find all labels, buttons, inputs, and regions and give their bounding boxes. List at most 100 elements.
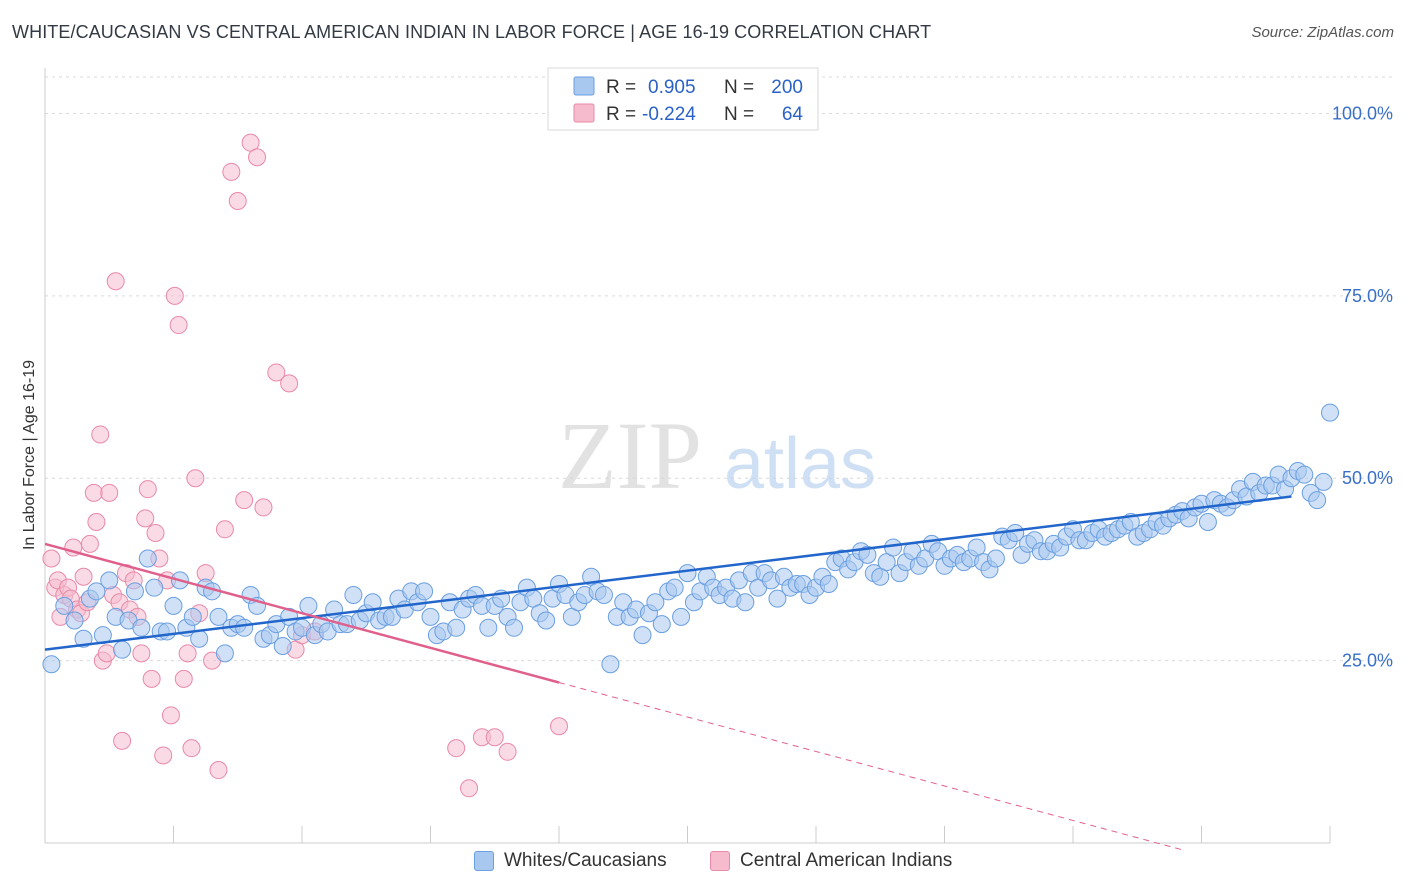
central-american-indian-point-36 <box>165 286 184 305</box>
legend-swatch-central-american-indians <box>710 851 730 871</box>
central-american-indian-point-63 <box>550 717 568 736</box>
legend-item-whites: Whites/Caucasians <box>474 850 667 872</box>
white-caucasian-point-195 <box>1308 491 1327 510</box>
legend-item-central-american-indians: Central American Indians <box>710 850 952 872</box>
white-caucasian-point-3 <box>74 629 93 648</box>
white-caucasian-point-61 <box>447 618 466 637</box>
legend-swatch-whites <box>474 851 494 871</box>
legend-n-label-pink: N = <box>724 104 754 125</box>
central-american-indian-point-39 <box>178 644 197 663</box>
white-caucasian-point-34 <box>273 637 292 656</box>
central-american-indian-point-62 <box>498 742 517 761</box>
white-caucasian-point-48 <box>363 593 382 612</box>
white-caucasian-point-56 <box>415 582 434 601</box>
legend-r-label-pink: R = <box>606 104 636 125</box>
white-caucasian-point-14 <box>145 578 164 597</box>
watermark-zip: ZIP <box>558 402 702 509</box>
white-caucasian-point-13 <box>138 549 157 568</box>
white-caucasian-point-84 <box>594 585 613 604</box>
central-american-indian-point-59 <box>460 779 479 798</box>
legend-n-label-blue: N = <box>724 77 754 98</box>
central-american-indian-point-45 <box>209 761 228 780</box>
white-caucasian-point-57 <box>421 607 440 626</box>
white-caucasian-point-95 <box>665 578 684 597</box>
legend-top: R = 0.905 N = 200 R = -0.224 N = 64 <box>547 67 819 131</box>
white-caucasian-point-96 <box>672 607 691 626</box>
legend-swatch-pink <box>573 103 595 123</box>
tick-labels: 25.0%50.0%75.0%100.0%0.0%100.0% <box>1332 103 1393 671</box>
white-caucasian-point-125 <box>858 545 877 564</box>
white-caucasian-point-1 <box>55 596 74 615</box>
y-tick-label-0: 25.0% <box>1342 651 1393 671</box>
central-american-indian-point-52 <box>254 498 273 517</box>
central-american-indian-point-53 <box>267 363 286 382</box>
white-caucasian-point-28 <box>235 618 254 637</box>
central-american-indian-trend-extension <box>558 682 1186 850</box>
white-caucasian-point-92 <box>646 593 665 612</box>
central-american-indian-point-10 <box>74 567 93 586</box>
chart-title: WHITE/CAUCASIAN VS CENTRAL AMERICAN INDI… <box>12 22 932 42</box>
white-caucasian-point-178 <box>1198 513 1217 532</box>
central-american-indian-point-14 <box>87 513 106 532</box>
white-caucasian-point-45 <box>344 585 363 604</box>
central-american-indian-point-20 <box>106 272 125 291</box>
white-caucasian-point-2 <box>65 611 84 630</box>
legend-n-value-blue: 200 <box>771 77 803 98</box>
white-caucasian-point-90 <box>633 626 652 645</box>
white-caucasian-point-75 <box>537 611 556 630</box>
white-caucasian-point-145 <box>986 549 1005 568</box>
central-american-indian-point-13 <box>84 483 103 502</box>
central-american-indian-point-40 <box>182 739 201 758</box>
central-american-indian-points <box>42 133 568 798</box>
central-american-indian-point-18 <box>100 483 119 502</box>
legend-swatch-blue <box>573 76 595 96</box>
legend-r-value-pink: -0.224 <box>642 104 696 125</box>
central-american-indian-point-15 <box>91 425 110 444</box>
white-caucasian-point-0 <box>42 655 61 674</box>
watermark-atlas: atlas <box>724 424 876 504</box>
legend-n-value-pink: 64 <box>782 104 804 125</box>
white-caucasian-point-7 <box>100 571 119 590</box>
central-american-indian-point-51 <box>248 148 267 167</box>
central-american-indian-point-28 <box>136 509 155 528</box>
white-caucasian-point-20 <box>183 607 202 626</box>
central-american-indian-point-49 <box>235 491 254 510</box>
central-american-indian-point-33 <box>154 746 173 765</box>
legend-r-value-blue: 0.905 <box>648 77 696 98</box>
central-american-indian-point-58 <box>447 739 466 758</box>
white-caucasian-point-70 <box>505 618 524 637</box>
axes <box>44 68 1331 844</box>
central-american-indian-point-54 <box>280 374 299 393</box>
white-caucasian-point-106 <box>736 593 755 612</box>
white-caucasian-point-66 <box>479 618 498 637</box>
white-caucasian-point-17 <box>164 596 183 615</box>
white-caucasian-point-196 <box>1314 472 1333 491</box>
central-american-indian-point-35 <box>161 706 180 725</box>
legend-label-whites: Whites/Caucasians <box>504 850 667 871</box>
watermark: ZIP atlas <box>558 402 876 509</box>
legend-bottom: Whites/Caucasians Central American India… <box>0 850 1406 880</box>
trend-lines <box>44 495 1292 850</box>
central-american-indian-trend-line <box>44 542 560 684</box>
central-american-indian-point-29 <box>138 480 157 499</box>
central-american-indian-point-47 <box>222 162 241 181</box>
y-axis-label: In Labor Force | Age 16-19 <box>21 360 38 550</box>
central-american-indian-point-0 <box>42 549 61 568</box>
white-caucasian-point-97 <box>678 564 697 583</box>
y-tick-label-3: 100.0% <box>1332 103 1393 123</box>
central-american-indian-point-27 <box>132 644 151 663</box>
white-caucasian-point-24 <box>209 607 228 626</box>
white-caucasian-point-93 <box>652 615 671 634</box>
central-american-indian-point-12 <box>80 534 99 553</box>
white-caucasian-point-38 <box>299 596 318 615</box>
central-american-indian-point-61 <box>485 728 504 747</box>
y-tick-label-1: 50.0% <box>1342 468 1393 488</box>
central-american-indian-point-48 <box>228 192 247 211</box>
white-caucasian-point-111 <box>768 589 787 608</box>
white-caucasian-points <box>42 403 1339 674</box>
white-caucasian-point-12 <box>132 618 151 637</box>
white-caucasian-point-16 <box>158 622 177 641</box>
legend-r-label-blue: R = <box>606 77 636 98</box>
central-american-indian-point-30 <box>142 669 161 688</box>
grid-lines <box>45 76 1395 662</box>
